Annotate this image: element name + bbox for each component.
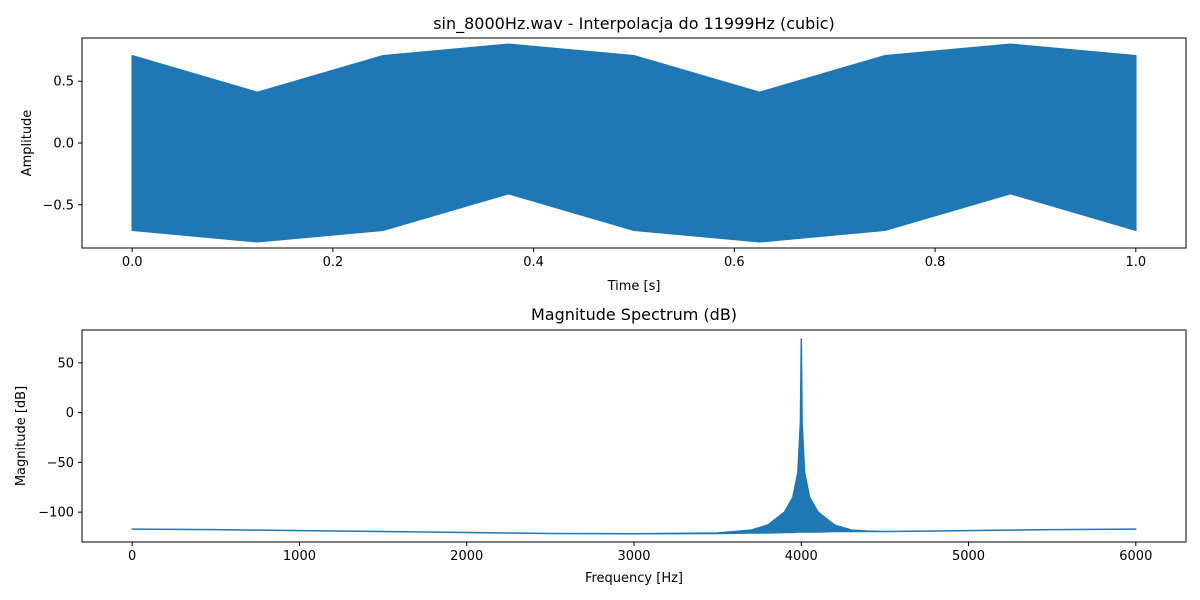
- waveform-x-tick-label: 0.4: [523, 255, 544, 270]
- waveform-chart-title: sin_8000Hz.wav - Interpolacja do 11999Hz…: [433, 14, 835, 34]
- spectrum-y-tick-label: −50: [47, 456, 74, 471]
- waveform-x-ticks: 0.0 0.2 0.4 0.6 0.8 1.0: [122, 248, 1146, 270]
- spectrum-axes-frame: [81, 329, 1187, 543]
- spectrum-y-tick-label: −100: [38, 506, 74, 521]
- spectrum-y-tick-label: 0: [66, 406, 74, 421]
- spectrum-x-tick-label: 0: [128, 549, 136, 564]
- waveform-x-tick-label: 0.0: [122, 255, 143, 270]
- spectrum-y-ticks: −100 −50 0 50: [38, 356, 82, 521]
- spectrum-x-tick-label: 2000: [450, 549, 483, 564]
- spectrum-y-tick-label: 50: [57, 356, 74, 371]
- spectrum-chart-title: Magnitude Spectrum (dB): [531, 305, 737, 324]
- spectrum-x-tick-label: 6000: [1119, 549, 1152, 564]
- waveform-x-tick-label: 0.8: [925, 255, 946, 270]
- waveform-y-ticks: −0.5 0.0 0.5: [42, 75, 82, 213]
- spectrum-x-tick-label: 3000: [617, 549, 650, 564]
- waveform-x-tick-label: 1.0: [1125, 255, 1146, 270]
- spectrum-chart: Magnitude Spectrum (dB) 0 1000 2000 3000 400…: [14, 305, 1187, 586]
- spectrum-x-tick-label: 1000: [283, 549, 316, 564]
- waveform-x-axis-label: Time [s]: [607, 279, 661, 294]
- waveform-y-tick-label: −0.5: [42, 198, 74, 213]
- waveform-x-tick-label: 0.6: [724, 255, 745, 270]
- waveform-y-tick-label: 0.0: [53, 137, 74, 152]
- waveform-plot-area: [131, 43, 1137, 243]
- spectrum-x-axis-label: Frequency [Hz]: [585, 571, 683, 586]
- waveform-series-0: [131, 43, 1137, 243]
- waveform-y-tick-label: 0.5: [53, 75, 74, 90]
- waveform-x-tick-label: 0.2: [323, 255, 344, 270]
- spectrum-x-ticks: 0 1000 2000 3000 4000 5000 6000: [128, 542, 1152, 564]
- spectrum-plot-area: [131, 338, 1137, 535]
- waveform-chart: sin_8000Hz.wav - Interpolacja do 11999Hz…: [20, 14, 1187, 294]
- spectrum-x-tick-label: 5000: [952, 549, 985, 564]
- spectrum-x-tick-label: 4000: [785, 549, 818, 564]
- spectrum-y-axis-label: Magnitude [dB]: [14, 386, 29, 486]
- waveform-y-axis-label: Amplitude: [20, 110, 35, 177]
- spectrum-series-0: [131, 338, 1137, 535]
